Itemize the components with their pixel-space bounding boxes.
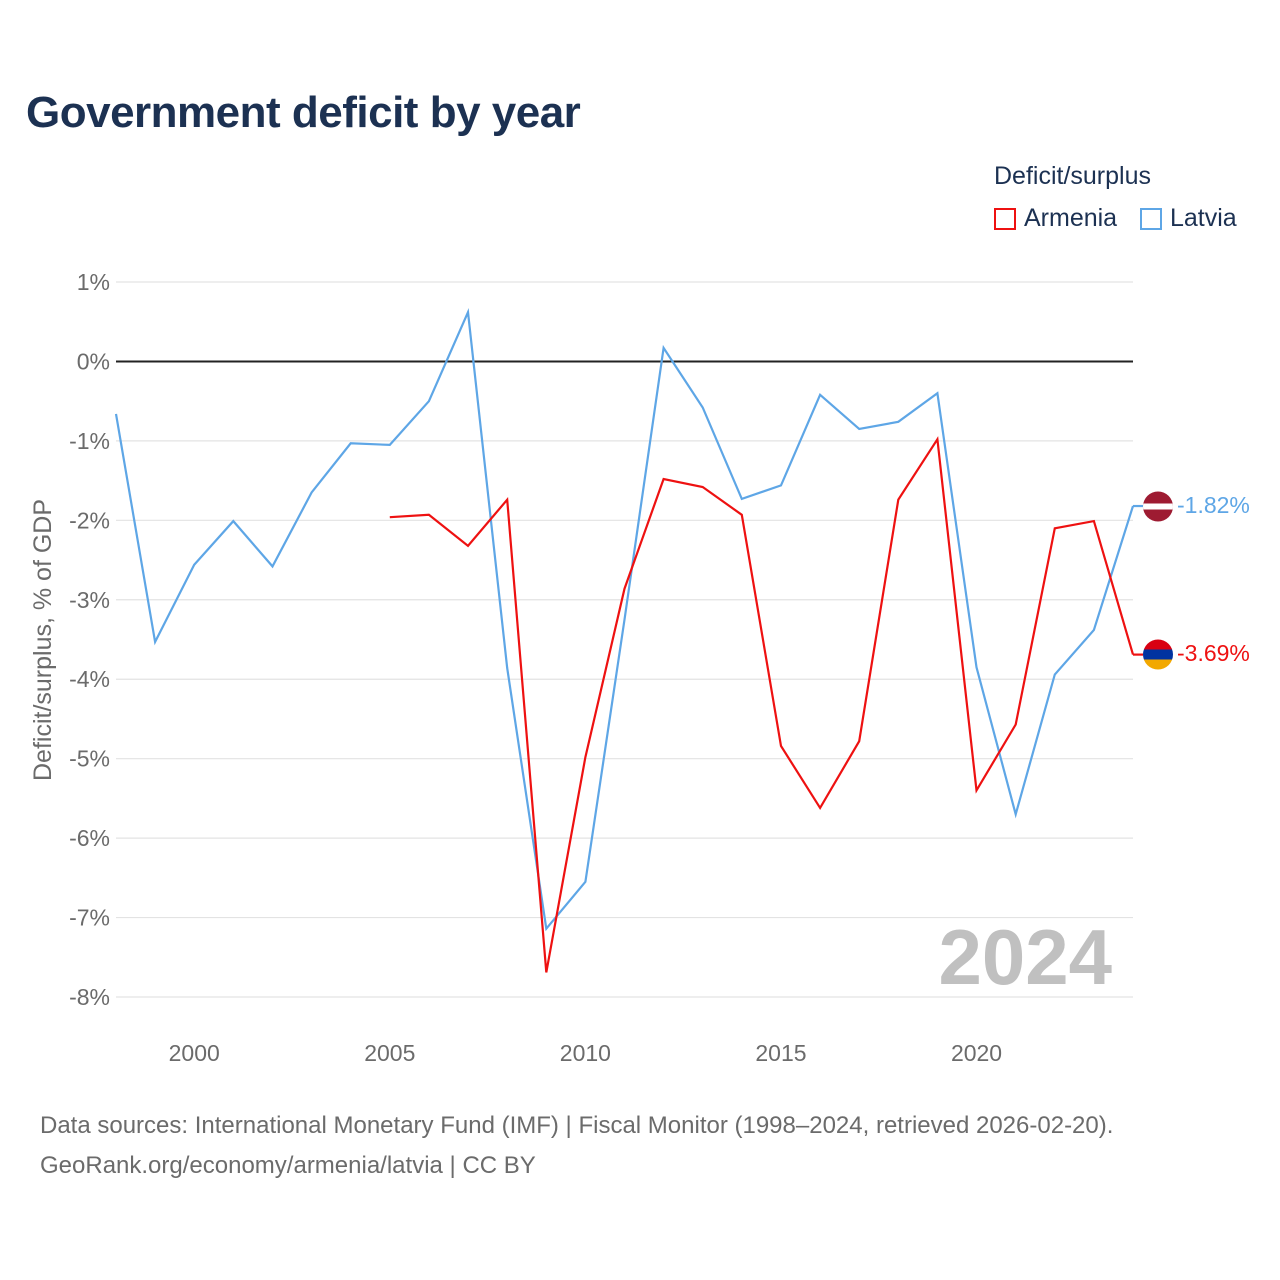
- latvia-end-label: -1.82%: [1177, 492, 1250, 518]
- x-tick-label: 2015: [755, 1040, 806, 1066]
- legend-label-armenia: Armenia: [1024, 204, 1118, 232]
- year-watermark: 2024: [938, 913, 1112, 1001]
- y-tick-label: -8%: [69, 984, 110, 1010]
- latvia-flag-icon: [1143, 491, 1173, 522]
- series-lines: [114, 307, 1143, 973]
- source-line-2[interactable]: GeoRank.org/economy/armenia/latvia | CC …: [40, 1152, 536, 1179]
- source-note: Data sources: International Monetary Fun…: [40, 1106, 1113, 1186]
- y-tick-label: -6%: [69, 825, 110, 851]
- legend-label-latvia: Latvia: [1170, 204, 1237, 232]
- y-tick-label: -5%: [69, 746, 110, 772]
- armenia-end-label: -3.69%: [1177, 640, 1250, 666]
- line-chart: 1% 0% -1% -2% -3% -4% -5% -6% -7% -8% 2000 2005 201…: [29, 269, 1250, 1066]
- series-line-armenia[interactable]: [389, 436, 1135, 973]
- x-tick-label: 2010: [560, 1040, 611, 1066]
- y-tick-label: 1%: [77, 269, 110, 295]
- y-tick-label: -2%: [69, 507, 110, 533]
- x-tick-label: 2020: [951, 1040, 1002, 1066]
- armenia-flag-icon: [1143, 639, 1173, 670]
- y-tick-label: -7%: [69, 905, 110, 931]
- chart-title: Government deficit by year: [26, 88, 581, 137]
- y-tick-labels: 1% 0% -1% -2% -3% -4% -5% -6% -7% -8%: [69, 269, 110, 1010]
- source-line-1: Data sources: International Monetary Fun…: [40, 1112, 1114, 1139]
- series-line-latvia[interactable]: [114, 307, 1135, 932]
- legend-item-armenia[interactable]: Armenia: [994, 204, 1117, 233]
- y-axis-label: Deficit/surplus, % of GDP: [29, 499, 57, 781]
- x-tick-label: 2005: [364, 1040, 415, 1066]
- end-markers: -1.82% -3.69%: [1143, 491, 1250, 670]
- y-tick-label: -1%: [69, 428, 110, 454]
- y-tick-label: -4%: [69, 666, 110, 692]
- y-tick-label: -3%: [69, 587, 110, 613]
- gridlines: [116, 281, 1133, 998]
- x-tick-label: 2000: [169, 1040, 220, 1066]
- y-tick-label: 0%: [77, 348, 110, 374]
- legend-swatch-armenia: [994, 207, 1016, 230]
- x-tick-labels: 2000 2005 2010 2015 2020: [169, 1040, 1002, 1066]
- legend-item-latvia[interactable]: Latvia: [1140, 204, 1237, 233]
- legend-swatch-latvia: [1140, 207, 1162, 230]
- legend-title: Deficit/surplus: [994, 162, 1151, 190]
